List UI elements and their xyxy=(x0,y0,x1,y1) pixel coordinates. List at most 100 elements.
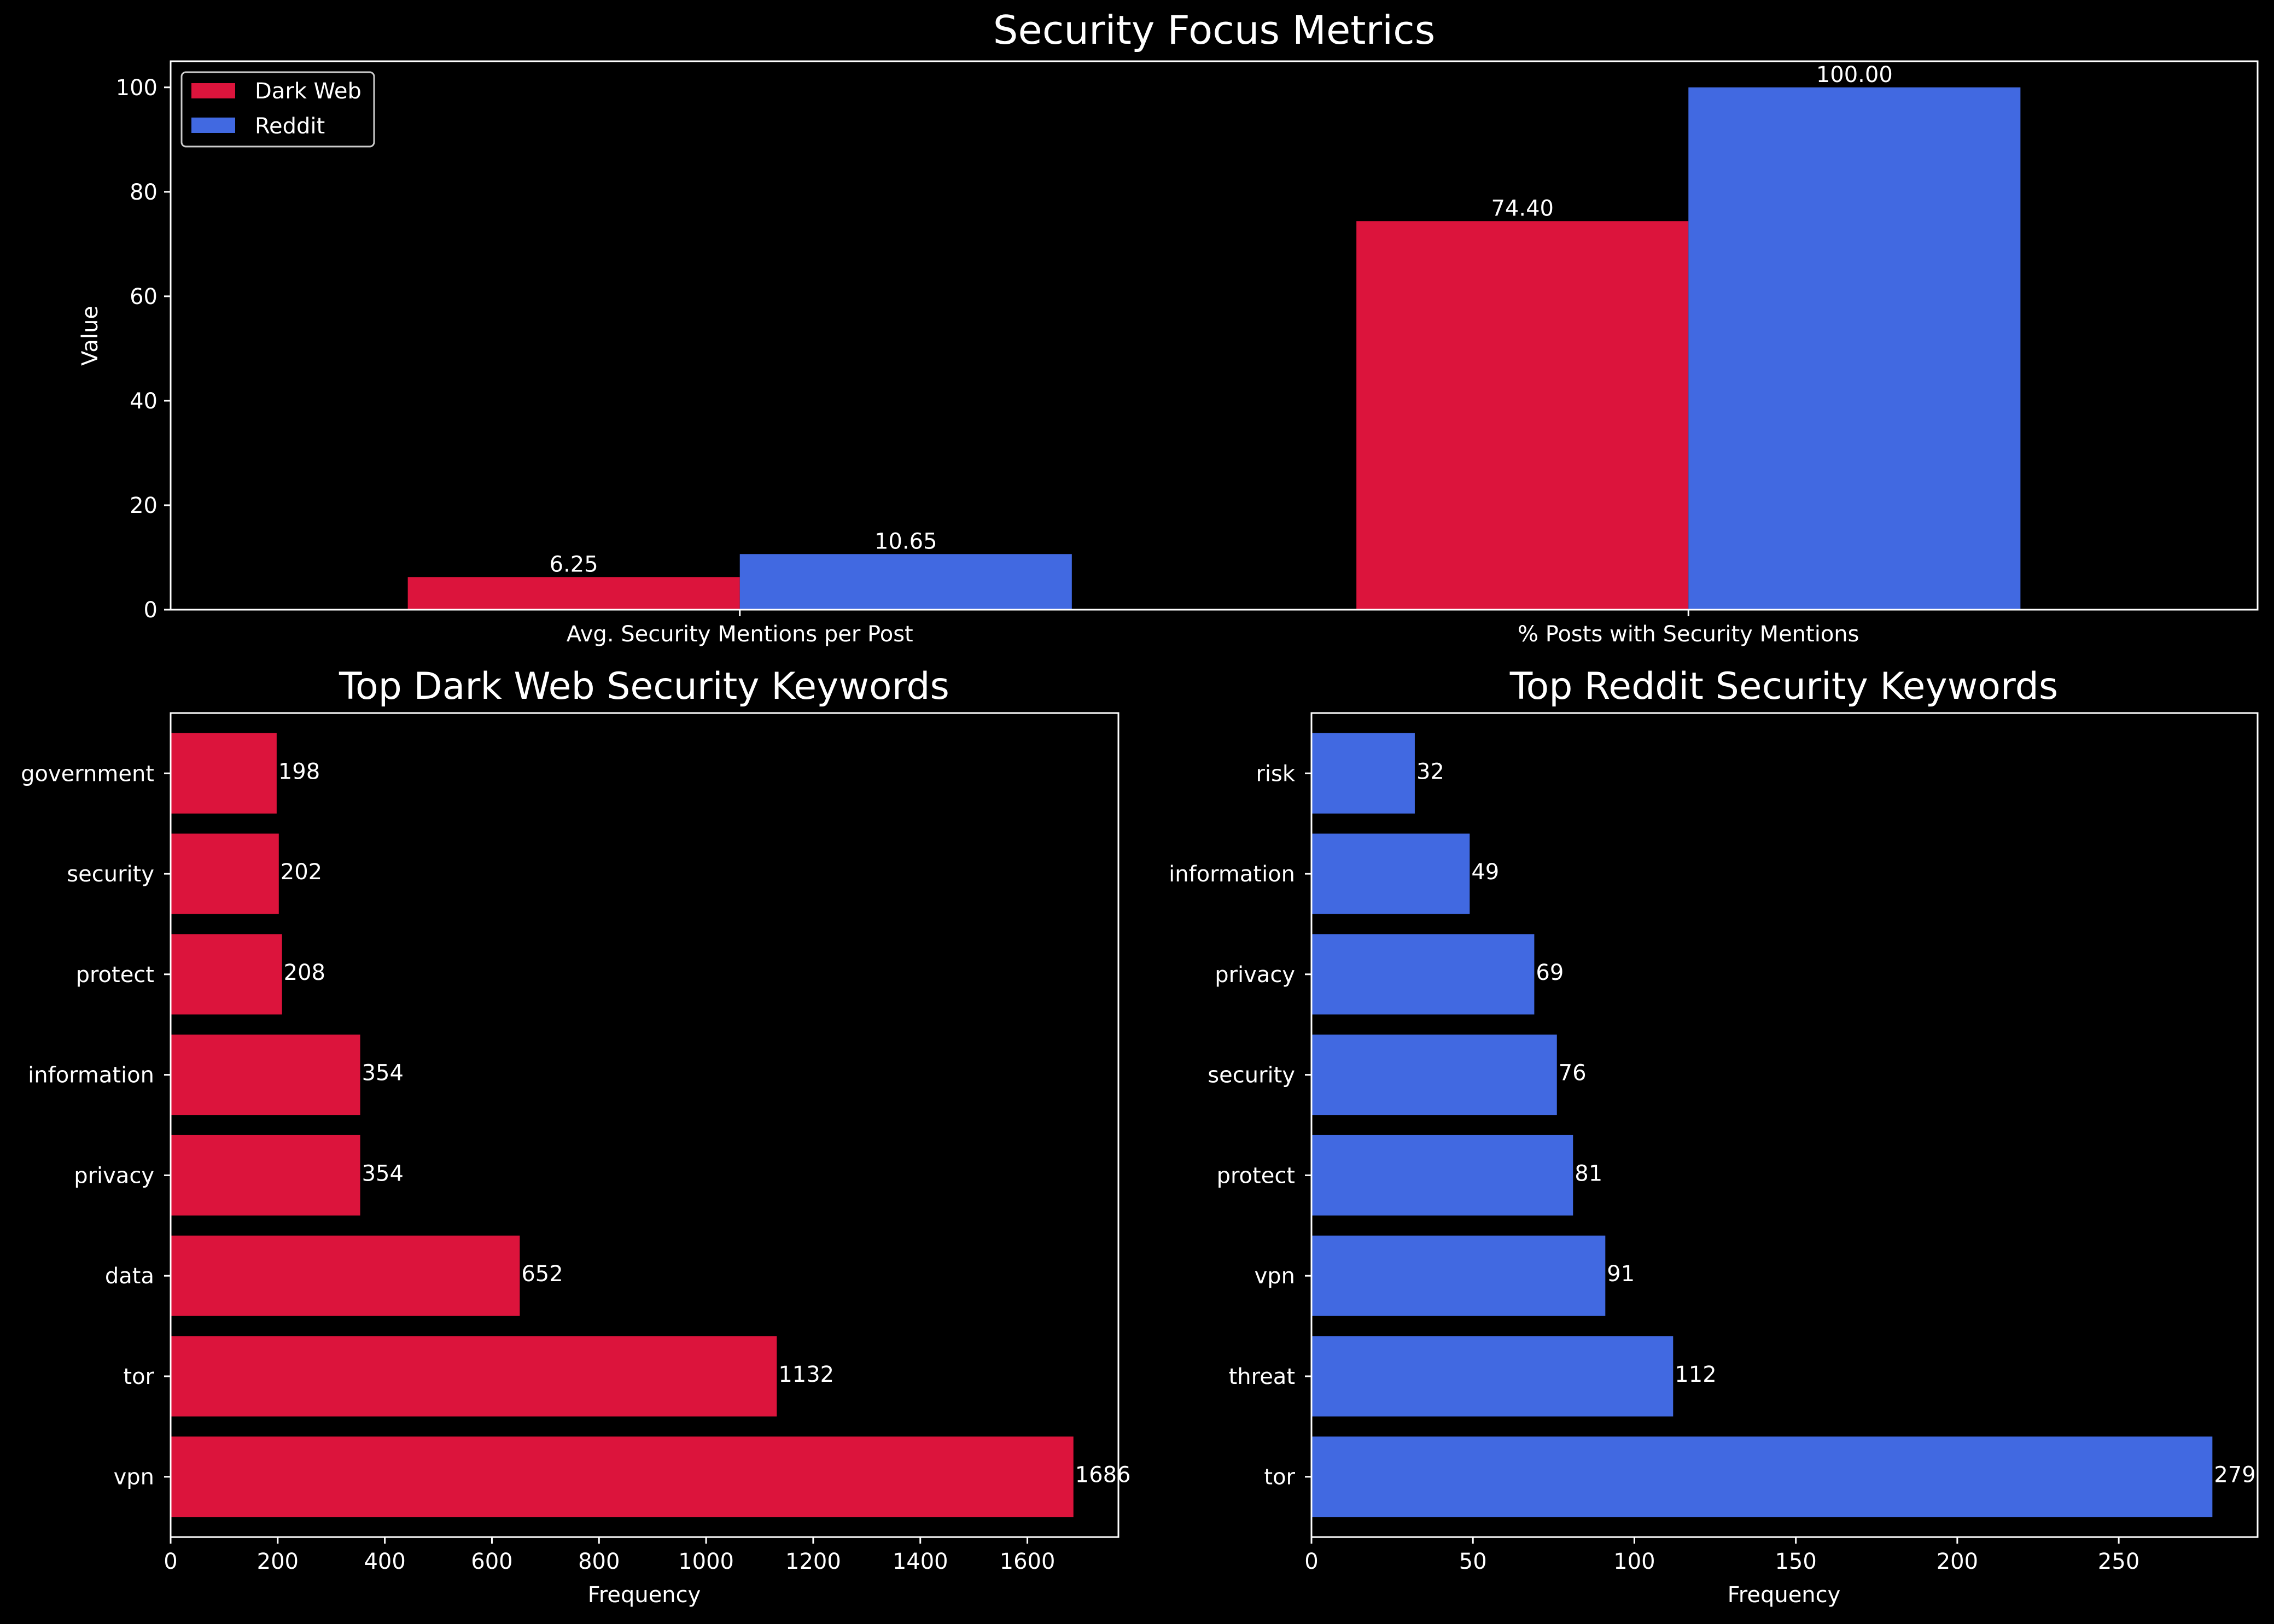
x-tick-label: 250 xyxy=(2098,1549,2139,1574)
x-axis-ticks: 0 50 100 150 200 250 xyxy=(1304,1537,2139,1574)
x-axis-ticks: 0 200 400 600 800 1000 1200 1400 1600 xyxy=(164,1537,1055,1574)
bar-privacy xyxy=(171,1135,360,1216)
y-tick-label: 60 xyxy=(130,284,158,309)
reddit-keywords-chart: Top Reddit Security Keywords Frequency 2… xyxy=(1169,665,2259,1608)
x-tick-label: 600 xyxy=(471,1549,512,1574)
bar-security xyxy=(171,833,279,914)
x-tick-label: 0 xyxy=(1304,1549,1318,1574)
bar-value-label: 652 xyxy=(521,1261,563,1287)
bar-security xyxy=(1311,1035,1557,1115)
x-tick-label: 1000 xyxy=(678,1549,734,1574)
x-axis-label: Frequency xyxy=(1728,1582,1841,1608)
x-tick-label: 400 xyxy=(364,1549,405,1574)
bar-tor xyxy=(1311,1436,2213,1517)
plot-frame xyxy=(1310,712,2259,1538)
chart-title: Top Dark Web Security Keywords xyxy=(339,665,949,708)
category-ticks: tor threat vpn protect security privacy inform… xyxy=(1169,761,1311,1490)
bar-value-label: 354 xyxy=(362,1161,404,1186)
category-tick-label: protect xyxy=(76,962,154,988)
bar-tor xyxy=(171,1336,777,1417)
x-tick-label: 50 xyxy=(1459,1549,1487,1574)
bar-vpn xyxy=(1311,1235,1606,1316)
y-tick-label: 80 xyxy=(130,180,158,205)
bar-information xyxy=(171,1035,360,1115)
bar-value-label: 100.00 xyxy=(1816,62,1893,87)
category-tick-label: government xyxy=(21,761,154,786)
x-tick-label: 1400 xyxy=(893,1549,948,1574)
bar-value-label: 6.25 xyxy=(550,552,598,577)
x-axis-ticks: Avg. Security Mentions per Post % Posts w… xyxy=(567,610,1859,647)
bar-value-label: 1686 xyxy=(1075,1463,1131,1488)
category-tick-label: information xyxy=(1169,862,1295,887)
bar-dark-web-1 xyxy=(407,577,740,610)
bar-value-label: 32 xyxy=(1416,759,1444,784)
category-tick-label: privacy xyxy=(1215,962,1295,988)
y-tick-label: 0 xyxy=(144,598,158,623)
bar-value-label: 76 xyxy=(1559,1061,1587,1086)
legend-swatch-dark-web xyxy=(191,83,235,98)
category-tick-label: threat xyxy=(1229,1364,1295,1389)
bar-value-label: 202 xyxy=(281,860,322,885)
x-tick-label: 1600 xyxy=(1000,1549,1056,1574)
bar-risk xyxy=(1311,733,1415,814)
plot-frame xyxy=(170,60,2259,611)
dark-web-keywords-chart: Top Dark Web Security Keywords Frequency… xyxy=(21,665,1130,1608)
bar-reddit-1 xyxy=(739,554,1072,610)
y-axis-ticks: 0 20 40 60 80 100 xyxy=(116,75,171,623)
bar-value-label: 69 xyxy=(1536,960,1564,985)
bar-value-label: 279 xyxy=(2214,1463,2255,1488)
category-tick-label: vpn xyxy=(114,1465,154,1490)
bar-information xyxy=(1311,833,1470,914)
legend-swatch-reddit xyxy=(191,118,235,133)
legend: Dark Web Reddit xyxy=(180,71,375,148)
category-tick-label: protect xyxy=(1217,1163,1295,1188)
bar-value-label: 91 xyxy=(1607,1261,1635,1287)
category-tick-label: security xyxy=(1208,1063,1295,1088)
x-tick-label: 200 xyxy=(257,1549,299,1574)
category-tick-label: data xyxy=(105,1264,154,1289)
security-focus-chart: Security Focus Metrics Value 6.25 74.40 10… xyxy=(78,7,2259,647)
x-tick-label: 0 xyxy=(164,1549,177,1574)
chart-title: Security Focus Metrics xyxy=(993,7,1435,53)
bar-dark-web-2 xyxy=(1356,221,1689,610)
y-tick-label: 100 xyxy=(116,75,158,101)
x-tick-label: 100 xyxy=(1613,1549,1655,1574)
y-axis-label: Value xyxy=(78,306,103,366)
bar-value-label: 354 xyxy=(362,1061,404,1086)
bar-reddit-2 xyxy=(1688,87,2021,610)
x-tick-label: 1200 xyxy=(785,1549,841,1574)
x-tick-label: 800 xyxy=(578,1549,620,1574)
bar-value-labels: 279 112 91 81 76 69 49 32 xyxy=(1416,759,2256,1487)
bar-vpn xyxy=(171,1436,1074,1517)
category-ticks: vpn tor data privacy information protect secur… xyxy=(21,761,171,1490)
x-tick-label: % Posts with Security Mentions xyxy=(1518,622,1859,647)
bar-value-label: 49 xyxy=(1471,860,1499,885)
bars xyxy=(171,733,1074,1517)
bar-threat xyxy=(1311,1336,1674,1417)
chart-title: Top Reddit Security Keywords xyxy=(1509,665,2059,708)
bar-value-label: 112 xyxy=(1675,1362,1716,1387)
bar-protect xyxy=(1311,1135,1573,1216)
bars xyxy=(1311,733,2213,1517)
legend-label-dark-web: Dark Web xyxy=(255,79,361,104)
x-tick-label: 150 xyxy=(1775,1549,1816,1574)
bar-value-labels: 1686 1132 652 354 354 208 202 198 xyxy=(278,759,1131,1487)
x-axis-label: Frequency xyxy=(588,1582,701,1608)
bar-protect xyxy=(171,934,282,1015)
x-tick-label: Avg. Security Mentions per Post xyxy=(567,622,913,647)
category-tick-label: tor xyxy=(123,1364,154,1389)
plot-frame xyxy=(170,712,1119,1538)
bars xyxy=(407,87,2021,610)
category-tick-label: information xyxy=(28,1063,154,1088)
category-tick-label: privacy xyxy=(74,1163,154,1188)
y-tick-label: 20 xyxy=(130,493,158,518)
bar-value-label: 1132 xyxy=(778,1362,834,1387)
category-tick-label: vpn xyxy=(1255,1264,1295,1289)
bar-data xyxy=(171,1235,520,1316)
category-tick-label: tor xyxy=(1264,1465,1295,1490)
category-tick-label: security xyxy=(67,862,154,887)
bar-value-label: 208 xyxy=(284,960,325,985)
y-tick-label: 40 xyxy=(130,389,158,414)
bar-value-label: 198 xyxy=(278,759,320,784)
